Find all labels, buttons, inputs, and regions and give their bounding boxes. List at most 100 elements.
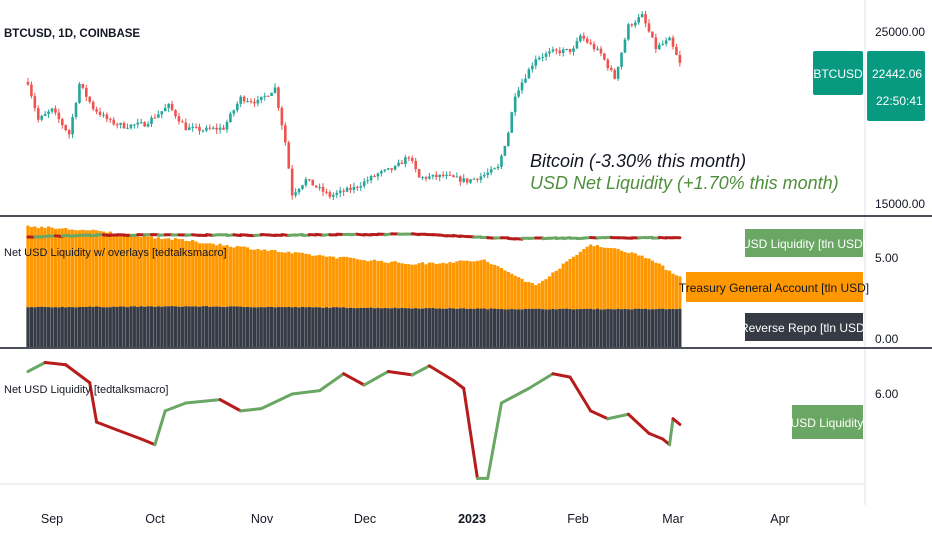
reverse-repo-bar: [256, 307, 260, 347]
reverse-repo-bar: [479, 308, 483, 347]
candle: [242, 95, 246, 104]
net-liquidity-segment: [427, 364, 455, 382]
candle: [133, 123, 136, 129]
net-liquidity-segment: [647, 431, 665, 441]
candle: [308, 178, 311, 182]
tga-bar: [661, 265, 665, 309]
reverse-repo-bar: [324, 307, 329, 347]
candle-body: [229, 113, 232, 123]
reverse-repo-bar: [259, 307, 263, 347]
tga-bar: [372, 259, 377, 309]
tga-bar: [290, 253, 294, 308]
candle: [431, 174, 435, 180]
tga-bar: [630, 252, 634, 310]
tga-bar: [232, 247, 236, 307]
candle: [647, 19, 651, 33]
time-tick-nov: Nov: [251, 512, 274, 526]
candle-body: [400, 162, 404, 164]
candle: [637, 13, 640, 25]
candle-body: [222, 127, 225, 130]
reverse-repo-bar: [74, 307, 78, 347]
reverse-repo-bar: [410, 308, 414, 347]
candle: [414, 157, 417, 173]
tga-bar: [170, 239, 174, 307]
candle-body: [218, 127, 222, 130]
candle: [325, 188, 328, 195]
tga-bar: [458, 260, 462, 309]
candle: [284, 122, 287, 146]
reverse-repo-bar: [228, 306, 233, 347]
candle: [187, 123, 191, 131]
candle-body: [177, 116, 181, 122]
candle: [496, 163, 500, 171]
reverse-repo-bar: [674, 309, 679, 347]
candle: [510, 111, 514, 133]
candle: [109, 117, 112, 123]
net-liquidity-segment: [527, 372, 555, 390]
candle-body: [126, 127, 129, 129]
candle: [91, 100, 95, 111]
candle: [246, 97, 249, 103]
candle-body: [318, 186, 321, 188]
reverse-repo-bar: [208, 306, 212, 347]
candle: [266, 95, 270, 97]
tga-bar: [589, 244, 593, 309]
reverse-repo-bar: [143, 306, 147, 347]
reverse-repo-bar: [60, 306, 64, 347]
price-scale-pane1[interactable]: 25000.00 15000.00 BTCUSD 22442.06 22:50:…: [813, 25, 925, 211]
candle-body: [531, 65, 534, 70]
tga-bar: [67, 229, 71, 307]
reverse-repo-bar: [64, 307, 68, 347]
tga-bar: [105, 232, 109, 308]
reverse-repo-bar: [163, 306, 167, 347]
reverse-repo-bar: [599, 309, 603, 347]
candle-body: [109, 119, 112, 121]
candle: [115, 122, 119, 129]
candle-body: [143, 122, 146, 127]
liquidity-overlay-pane[interactable]: Net USD Liquidity w/ overlays [tedtalksm…: [4, 225, 682, 347]
candle-body: [678, 55, 682, 63]
candle-body: [548, 51, 551, 54]
candle: [369, 174, 373, 184]
tga-badge: [686, 272, 863, 302]
reverse-repo-bar: [661, 308, 665, 347]
candle-body: [235, 103, 239, 111]
tga-bar: [506, 271, 510, 310]
candle-body: [417, 169, 421, 178]
reverse-repo-bar: [67, 306, 71, 347]
reverse-repo-bar: [348, 307, 353, 347]
candle: [448, 171, 452, 177]
candle: [287, 140, 291, 169]
price-pane[interactable]: BTCUSD, 1D, COINBASE Bitcoin (-3.30% thi…: [4, 10, 839, 200]
price-scale-pane2[interactable]: 5.00 0.00 USD Liquidity [tln USD] Treasu…: [679, 229, 899, 346]
tga-bar: [400, 263, 404, 308]
tga-bar: [163, 238, 167, 307]
reverse-repo-bar: [201, 306, 205, 347]
net-liquidity-pane[interactable]: Net USD Liquidity [tedtalksmacro]: [4, 361, 682, 480]
candle: [71, 113, 74, 139]
candle-body: [263, 95, 267, 97]
reverse-repo-bar: [239, 306, 243, 347]
net-liquidity-segment: [668, 417, 675, 447]
time-tick-feb: Feb: [567, 512, 589, 526]
time-scale[interactable]: Sep Oct Nov Dec 2023 Feb Mar Apr: [41, 512, 790, 526]
price-scale-pane3[interactable]: 6.00 USD Liquidity: [791, 387, 899, 439]
candle-body: [150, 117, 153, 125]
candle: [671, 35, 675, 50]
reverse-repo-bar: [91, 306, 95, 347]
candle: [146, 121, 150, 128]
candle: [126, 123, 129, 130]
tga-bar: [259, 250, 263, 308]
net-liquidity-segment: [318, 372, 346, 393]
candle: [270, 92, 273, 97]
reverse-repo-bar: [489, 308, 493, 347]
candle: [623, 37, 627, 54]
candle: [458, 175, 462, 186]
candle-body: [513, 96, 517, 113]
tga-bar: [352, 258, 356, 309]
candle: [50, 107, 54, 114]
tga-bar: [359, 259, 363, 308]
tga-bar: [637, 255, 641, 309]
tga-bar: [33, 226, 37, 308]
reverse-repo-bar: [547, 309, 552, 347]
